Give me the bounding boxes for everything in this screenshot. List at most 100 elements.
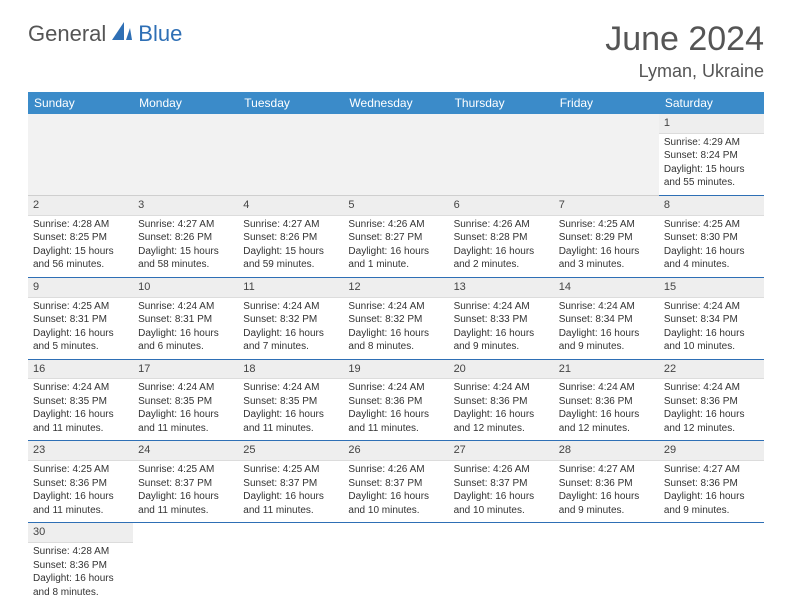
brand-part2: Blue	[138, 21, 182, 47]
day-details: Sunrise: 4:25 AMSunset: 8:37 PMDaylight:…	[243, 463, 338, 517]
day-details: Sunrise: 4:25 AMSunset: 8:31 PMDaylight:…	[33, 300, 128, 354]
calendar-cell	[343, 114, 448, 195]
calendar-cell: 25Sunrise: 4:25 AMSunset: 8:37 PMDayligh…	[238, 441, 343, 523]
calendar-cell: 5Sunrise: 4:26 AMSunset: 8:27 PMDaylight…	[343, 195, 448, 277]
calendar-cell	[554, 114, 659, 195]
calendar-cell: 23Sunrise: 4:25 AMSunset: 8:36 PMDayligh…	[28, 441, 133, 523]
day-number: 11	[238, 278, 343, 298]
day-number: 23	[28, 441, 133, 461]
calendar-cell: 16Sunrise: 4:24 AMSunset: 8:35 PMDayligh…	[28, 359, 133, 441]
weekday-header-row: Sunday Monday Tuesday Wednesday Thursday…	[28, 92, 764, 114]
calendar-cell: 29Sunrise: 4:27 AMSunset: 8:36 PMDayligh…	[659, 441, 764, 523]
calendar-row: 30Sunrise: 4:28 AMSunset: 8:36 PMDayligh…	[28, 523, 764, 604]
day-number: 7	[554, 196, 659, 216]
day-number: 6	[449, 196, 554, 216]
day-number: 13	[449, 278, 554, 298]
day-number: 18	[238, 360, 343, 380]
calendar-cell: 3Sunrise: 4:27 AMSunset: 8:26 PMDaylight…	[133, 195, 238, 277]
calendar-cell	[449, 114, 554, 195]
day-number: 17	[133, 360, 238, 380]
day-details: Sunrise: 4:24 AMSunset: 8:32 PMDaylight:…	[348, 300, 443, 354]
calendar-cell	[343, 523, 448, 604]
day-details: Sunrise: 4:24 AMSunset: 8:36 PMDaylight:…	[454, 381, 549, 435]
calendar-cell: 21Sunrise: 4:24 AMSunset: 8:36 PMDayligh…	[554, 359, 659, 441]
day-details: Sunrise: 4:24 AMSunset: 8:36 PMDaylight:…	[559, 381, 654, 435]
day-number: 28	[554, 441, 659, 461]
calendar-cell: 9Sunrise: 4:25 AMSunset: 8:31 PMDaylight…	[28, 277, 133, 359]
calendar-cell: 14Sunrise: 4:24 AMSunset: 8:34 PMDayligh…	[554, 277, 659, 359]
day-details: Sunrise: 4:24 AMSunset: 8:34 PMDaylight:…	[559, 300, 654, 354]
calendar-row: 23Sunrise: 4:25 AMSunset: 8:36 PMDayligh…	[28, 441, 764, 523]
location: Lyman, Ukraine	[605, 61, 764, 82]
day-details: Sunrise: 4:25 AMSunset: 8:37 PMDaylight:…	[138, 463, 233, 517]
calendar-body: 1Sunrise: 4:29 AMSunset: 8:24 PMDaylight…	[28, 114, 764, 604]
day-number: 19	[343, 360, 448, 380]
day-number: 25	[238, 441, 343, 461]
title-block: June 2024 Lyman, Ukraine	[605, 20, 764, 82]
day-details: Sunrise: 4:26 AMSunset: 8:27 PMDaylight:…	[348, 218, 443, 272]
calendar-cell: 22Sunrise: 4:24 AMSunset: 8:36 PMDayligh…	[659, 359, 764, 441]
day-details: Sunrise: 4:25 AMSunset: 8:29 PMDaylight:…	[559, 218, 654, 272]
day-number: 8	[659, 196, 764, 216]
brand-logo: General Blue	[28, 20, 182, 47]
day-number: 21	[554, 360, 659, 380]
day-number: 26	[343, 441, 448, 461]
calendar-cell: 17Sunrise: 4:24 AMSunset: 8:35 PMDayligh…	[133, 359, 238, 441]
calendar-row: 9Sunrise: 4:25 AMSunset: 8:31 PMDaylight…	[28, 277, 764, 359]
day-number: 20	[449, 360, 554, 380]
calendar-cell: 8Sunrise: 4:25 AMSunset: 8:30 PMDaylight…	[659, 195, 764, 277]
calendar-cell	[238, 523, 343, 604]
col-sunday: Sunday	[28, 92, 133, 114]
calendar-cell: 19Sunrise: 4:24 AMSunset: 8:36 PMDayligh…	[343, 359, 448, 441]
calendar-cell: 20Sunrise: 4:24 AMSunset: 8:36 PMDayligh…	[449, 359, 554, 441]
day-details: Sunrise: 4:24 AMSunset: 8:35 PMDaylight:…	[138, 381, 233, 435]
calendar-cell	[28, 114, 133, 195]
day-details: Sunrise: 4:24 AMSunset: 8:36 PMDaylight:…	[664, 381, 759, 435]
day-details: Sunrise: 4:27 AMSunset: 8:26 PMDaylight:…	[138, 218, 233, 272]
day-number: 14	[554, 278, 659, 298]
day-details: Sunrise: 4:27 AMSunset: 8:26 PMDaylight:…	[243, 218, 338, 272]
calendar-cell: 6Sunrise: 4:26 AMSunset: 8:28 PMDaylight…	[449, 195, 554, 277]
calendar-row: 2Sunrise: 4:28 AMSunset: 8:25 PMDaylight…	[28, 195, 764, 277]
calendar-cell: 27Sunrise: 4:26 AMSunset: 8:37 PMDayligh…	[449, 441, 554, 523]
day-number: 1	[659, 114, 764, 134]
day-number: 30	[28, 523, 133, 543]
calendar-cell: 15Sunrise: 4:24 AMSunset: 8:34 PMDayligh…	[659, 277, 764, 359]
calendar-cell	[659, 523, 764, 604]
calendar-cell: 12Sunrise: 4:24 AMSunset: 8:32 PMDayligh…	[343, 277, 448, 359]
brand-sail-icon	[110, 20, 134, 47]
day-number: 5	[343, 196, 448, 216]
day-details: Sunrise: 4:27 AMSunset: 8:36 PMDaylight:…	[559, 463, 654, 517]
day-details: Sunrise: 4:24 AMSunset: 8:35 PMDaylight:…	[33, 381, 128, 435]
day-details: Sunrise: 4:28 AMSunset: 8:25 PMDaylight:…	[33, 218, 128, 272]
month-title: June 2024	[605, 20, 764, 59]
day-details: Sunrise: 4:29 AMSunset: 8:24 PMDaylight:…	[664, 136, 759, 190]
day-number: 16	[28, 360, 133, 380]
day-number: 2	[28, 196, 133, 216]
day-details: Sunrise: 4:26 AMSunset: 8:28 PMDaylight:…	[454, 218, 549, 272]
col-monday: Monday	[133, 92, 238, 114]
calendar-cell	[133, 523, 238, 604]
calendar-cell: 1Sunrise: 4:29 AMSunset: 8:24 PMDaylight…	[659, 114, 764, 195]
day-details: Sunrise: 4:26 AMSunset: 8:37 PMDaylight:…	[454, 463, 549, 517]
day-details: Sunrise: 4:24 AMSunset: 8:32 PMDaylight:…	[243, 300, 338, 354]
calendar-cell: 18Sunrise: 4:24 AMSunset: 8:35 PMDayligh…	[238, 359, 343, 441]
calendar-cell	[238, 114, 343, 195]
day-number: 15	[659, 278, 764, 298]
calendar-row: 1Sunrise: 4:29 AMSunset: 8:24 PMDaylight…	[28, 114, 764, 195]
calendar-cell	[449, 523, 554, 604]
day-details: Sunrise: 4:26 AMSunset: 8:37 PMDaylight:…	[348, 463, 443, 517]
day-number: 3	[133, 196, 238, 216]
calendar-cell: 4Sunrise: 4:27 AMSunset: 8:26 PMDaylight…	[238, 195, 343, 277]
day-number: 27	[449, 441, 554, 461]
day-details: Sunrise: 4:24 AMSunset: 8:34 PMDaylight:…	[664, 300, 759, 354]
col-tuesday: Tuesday	[238, 92, 343, 114]
day-details: Sunrise: 4:24 AMSunset: 8:31 PMDaylight:…	[138, 300, 233, 354]
calendar-cell: 10Sunrise: 4:24 AMSunset: 8:31 PMDayligh…	[133, 277, 238, 359]
calendar-cell: 28Sunrise: 4:27 AMSunset: 8:36 PMDayligh…	[554, 441, 659, 523]
col-friday: Friday	[554, 92, 659, 114]
header: General Blue June 2024 Lyman, Ukraine	[28, 20, 764, 82]
col-thursday: Thursday	[449, 92, 554, 114]
day-number: 10	[133, 278, 238, 298]
day-details: Sunrise: 4:24 AMSunset: 8:35 PMDaylight:…	[243, 381, 338, 435]
